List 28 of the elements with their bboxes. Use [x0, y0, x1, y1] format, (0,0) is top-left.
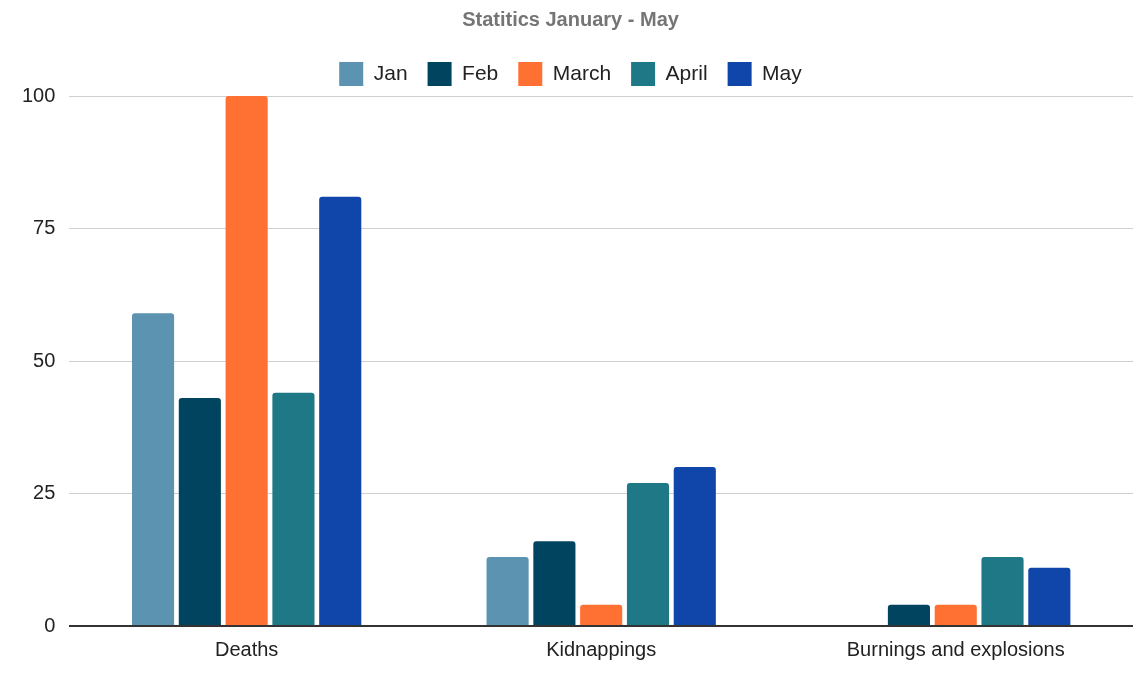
bar [225, 96, 268, 625]
bar [673, 467, 716, 625]
bar [131, 313, 175, 625]
y-tick-label: 50 [33, 348, 56, 371]
bar [626, 482, 670, 625]
chart-title: Statitics January - May [462, 7, 680, 30]
legend-label: March [552, 60, 612, 84]
bar [486, 557, 529, 625]
bar [272, 392, 315, 625]
x-tick-label: Burnings and explosions [846, 637, 1065, 660]
x-tick-label: Kidnappings [546, 637, 657, 660]
bar [1028, 567, 1071, 625]
y-tick-label: 0 [44, 613, 56, 636]
bar [887, 604, 930, 625]
x-tick-label: Deaths [214, 637, 279, 660]
legend-label: Jan [373, 60, 408, 84]
y-tick-label: 75 [33, 216, 56, 239]
legend-label: April [665, 60, 708, 84]
bar [580, 604, 623, 625]
bar [178, 398, 221, 625]
bar [319, 196, 362, 625]
y-tick-label: 100 [21, 83, 56, 106]
legend-label: Feb [462, 60, 499, 84]
y-tick-label: 25 [33, 481, 56, 504]
legend-label: May [762, 60, 803, 84]
bar [981, 557, 1024, 625]
bar [533, 541, 576, 625]
bar [934, 604, 977, 625]
